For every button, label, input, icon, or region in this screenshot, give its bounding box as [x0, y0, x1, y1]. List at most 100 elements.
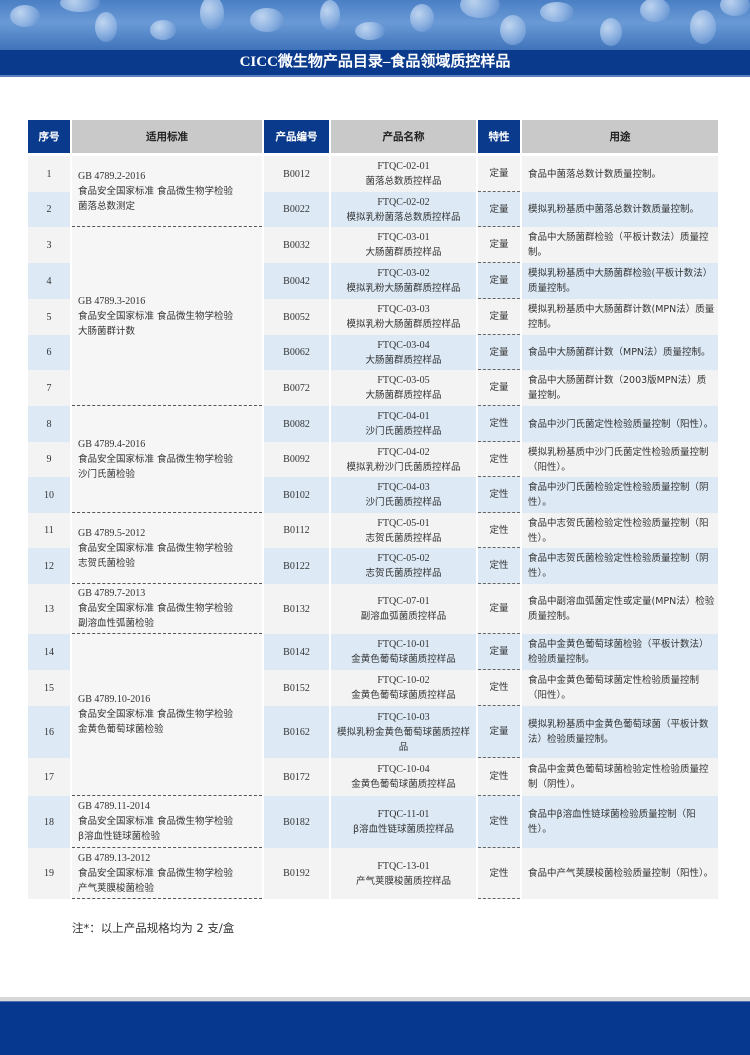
header-banner-image — [0, 0, 750, 50]
table-row: 17 B0172 FTQC-10-04 金黄色葡萄球菌质控样品 定性 食品中金黄色葡萄球菌… — [28, 758, 718, 796]
standard-subject: 产气荚膜梭菌检验 — [78, 882, 155, 894]
product-name-cell: FTQC-05-01 志贺氏菌质控样品 — [331, 513, 476, 548]
product-property: 定性 — [478, 758, 520, 796]
table-header-row: 序号 适用标准 产品编号 产品名称 特性 用途 — [28, 120, 718, 156]
product-name: 大肠菌群质控样品 — [365, 354, 442, 366]
product-table: 序号 适用标准 产品编号 产品名称 特性 用途 1 GB 4789.2-2016 食… — [26, 120, 720, 899]
product-name-code: FTQC-04-02 — [377, 446, 430, 458]
product-name: 金黄色葡萄球菌质控样品 — [351, 779, 456, 790]
product-property: 定性 — [478, 442, 520, 477]
table-row: 10 B0102 FTQC-04-03 沙门氏菌质控样品 定性 食品中沙门氏菌检验定性检验… — [28, 477, 718, 513]
table-row: 3 GB 4789.3-2016 食品安全国家标准 食品微生物学检验 大肠菌群计数 B0… — [28, 227, 718, 406]
product-property: 定量 — [478, 370, 520, 406]
row-number: 2 — [28, 192, 70, 227]
product-use: 模拟乳粉基质中大肠菌群计数(MPN法）质量控制。 — [522, 299, 718, 335]
product-name: 模拟乳粉菌落总数质控样品 — [346, 211, 461, 223]
page-title: CICC微生物产品目录–食品领域质控样品 — [0, 50, 750, 77]
bacteria-shape — [640, 0, 670, 22]
product-property: 定性 — [478, 513, 520, 548]
bacteria-shape — [460, 0, 500, 18]
standard-cell: GB 4789.2-2016 食品安全国家标准 食品微生物学检验 菌落总数测定 — [72, 156, 262, 227]
product-name-cell: FTQC-03-02 模拟乳粉大肠菌群质控样品 — [331, 263, 476, 299]
product-code: B0072 — [264, 370, 329, 406]
standard-subject: 金黄色葡萄球菌检验 — [78, 724, 164, 735]
product-name-code: FTQC-03-01 — [377, 232, 430, 243]
standard-title: 食品安全国家标准 食品微生物学检验 — [78, 709, 234, 720]
product-use: 食品中产气荚膜梭菌检验质量控制（阳性）。 — [522, 848, 718, 899]
table-row: 19 GB 4789.13-2012 食品安全国家标准 食品微生物学检验 产气荚膜梭菌… — [28, 848, 718, 899]
product-name-cell: FTQC-03-04 大肠菌群质控样品 — [331, 335, 476, 370]
product-name-cell: FTQC-10-04 金黄色葡萄球菌质控样品 — [331, 758, 476, 796]
row-number: 19 — [28, 848, 70, 899]
table-row: 1 GB 4789.2-2016 食品安全国家标准 食品微生物学检验 菌落总数测定 B0… — [28, 156, 718, 227]
standard-cell: GB 4789.11-2014 食品安全国家标准 食品微生物学检验 β溶血性链球菌检… — [72, 796, 262, 848]
row-number: 10 — [28, 477, 70, 513]
product-name-cell: FTQC-04-03 沙门氏菌质控样品 — [331, 477, 476, 513]
table-row: 13 GB 4789.7-2013 食品安全国家标准 食品微生物学检验 副溶血性弧菌检… — [28, 584, 718, 634]
product-property: 定性 — [478, 406, 520, 442]
product-property: 定量 — [478, 227, 520, 263]
product-name-code: FTQC-04-03 — [377, 482, 430, 493]
product-use: 食品中志贺氏菌检验定性检验质量控制（阳性）。 — [522, 513, 718, 548]
product-property: 定量 — [478, 263, 520, 299]
table-row: 2 B0022 FTQC-02-02 模拟乳粉菌落总数质控样品 定量 模拟乳粉基质中菌落总… — [28, 192, 718, 227]
row-number: 1 — [28, 156, 70, 192]
product-code: B0102 — [264, 477, 329, 513]
standard-subject: 大肠菌群计数 — [78, 325, 136, 337]
product-name: 菌落总数质控样品 — [365, 176, 442, 187]
product-name: 金黄色葡萄球菌质控样品 — [351, 654, 456, 665]
footer-divider — [0, 997, 750, 1001]
product-use: 模拟乳粉基质中菌落总数计数质量控制。 — [522, 192, 718, 227]
standard-cell: GB 4789.13-2012 食品安全国家标准 食品微生物学检验 产气荚膜梭菌检验 — [72, 848, 262, 899]
product-name-code: FTQC-07-01 — [377, 596, 430, 607]
product-use: 模拟乳粉基质中金黄色葡萄球菌（平板计数法）检验质量控制。 — [522, 706, 718, 758]
product-property: 定性 — [478, 548, 520, 584]
product-use: 食品中菌落总数计数质量控制。 — [522, 156, 718, 192]
product-code: B0082 — [264, 406, 329, 442]
standard-code: GB 4789.2-2016 — [78, 170, 146, 182]
standard-subject: 副溶血性弧菌检验 — [78, 618, 155, 629]
product-property: 定性 — [478, 477, 520, 513]
product-name: 模拟乳粉金黄色葡萄球菌质控样品 — [336, 726, 470, 753]
table-row: 18 GB 4789.11-2014 食品安全国家标准 食品微生物学检验 β溶血性链球… — [28, 796, 718, 848]
standard-cell: GB 4789.4-2016 食品安全国家标准 食品微生物学检验 沙门氏菌检验 — [72, 406, 262, 513]
standard-cell: GB 4789.10-2016 食品安全国家标准 食品微生物学检验 金黄色葡萄球菌检… — [72, 634, 262, 796]
product-name-code: FTQC-04-01 — [377, 411, 430, 422]
standard-title: 食品安全国家标准 食品微生物学检验 — [78, 453, 234, 465]
standard-code: GB 4789.7-2013 — [78, 588, 146, 599]
product-property: 定量 — [478, 634, 520, 670]
product-name-cell: FTQC-04-01 沙门氏菌质控样品 — [331, 406, 476, 442]
product-name-code: FTQC-11-01 — [377, 809, 430, 820]
bacteria-shape — [200, 0, 224, 30]
product-property: 定量 — [478, 299, 520, 335]
product-name-code: FTQC-10-03 — [377, 711, 430, 723]
product-use: 食品中大肠菌群计数（MPN法）质量控制。 — [522, 335, 718, 370]
product-name-code: FTQC-10-01 — [377, 639, 430, 650]
row-number: 6 — [28, 335, 70, 370]
product-property: 定量 — [478, 192, 520, 227]
product-use: 食品中β溶血性链球菌检验质量控制（阳性）。 — [522, 796, 718, 848]
standard-subject: β溶血性链球菌检验 — [78, 831, 161, 842]
row-number: 3 — [28, 227, 70, 263]
table-row: 12 B0122 FTQC-05-02 志贺氏菌质控样品 定性 食品中志贺氏菌检验定性检验… — [28, 548, 718, 584]
product-name: 模拟乳粉沙门氏菌质控样品 — [346, 461, 461, 473]
product-name-cell: FTQC-02-01 菌落总数质控样品 — [331, 156, 476, 192]
product-use: 食品中副溶血弧菌定性或定量(MPN法）检验质量控制。 — [522, 584, 718, 634]
product-name-code: FTQC-13-01 — [377, 860, 430, 872]
header-code: 产品编号 — [264, 120, 329, 156]
row-number: 8 — [28, 406, 70, 442]
standard-code: GB 4789.10-2016 — [78, 694, 151, 705]
product-name-code: FTQC-10-04 — [377, 764, 430, 775]
product-name-code: FTQC-05-02 — [377, 553, 430, 564]
product-code: B0042 — [264, 263, 329, 299]
product-name: 模拟乳粉大肠菌群质控样品 — [346, 283, 461, 294]
bacteria-shape — [60, 0, 100, 12]
table-row: 14 GB 4789.10-2016 食品安全国家标准 食品微生物学检验 金黄色葡萄球… — [28, 634, 718, 796]
table-row: 16 B0162 FTQC-10-03 模拟乳粉金黄色葡萄球菌质控样品 定量 模拟乳粉基质… — [28, 706, 718, 758]
product-use: 食品中大肠菌群计数（2003版MPN法）质量控制。 — [522, 370, 718, 406]
product-property: 定量 — [478, 335, 520, 370]
product-property: 定量 — [478, 706, 520, 758]
product-name-code: FTQC-05-01 — [377, 517, 430, 529]
product-code: B0132 — [264, 584, 329, 634]
bacteria-shape — [150, 20, 176, 40]
